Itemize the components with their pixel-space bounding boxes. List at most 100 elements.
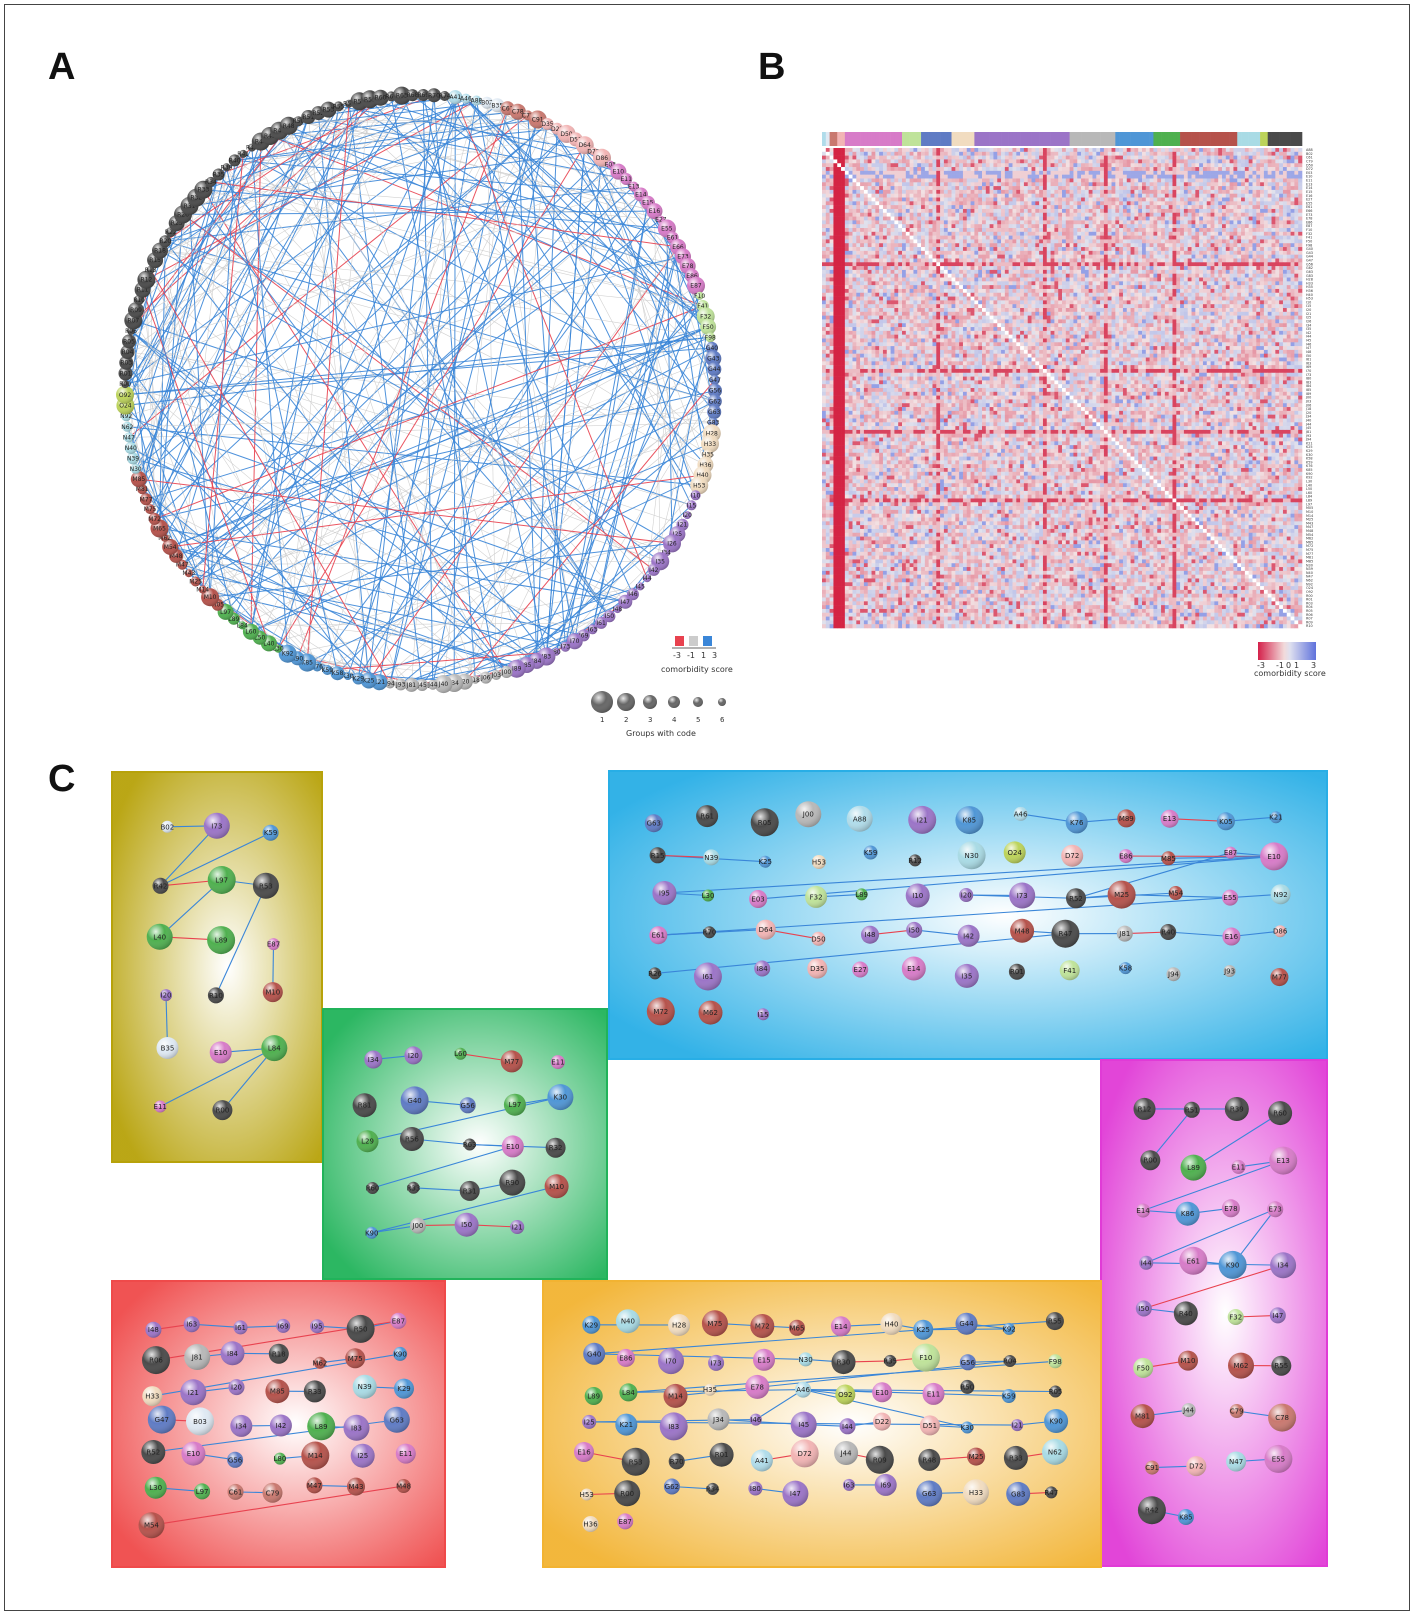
cluster-node-label: I50: [1138, 1305, 1149, 1313]
network-node-label: I44: [642, 575, 652, 582]
heatmap-col-group: [1138, 132, 1143, 146]
cluster-node: I84: [220, 1341, 245, 1366]
cluster-node-label: K05: [1219, 818, 1233, 826]
cluster-node: G63: [916, 1480, 943, 1507]
cluster-node: I34: [230, 1414, 253, 1437]
cluster-node-label: J44: [1182, 1407, 1195, 1415]
cluster-node: C79: [1229, 1404, 1244, 1418]
heatmap-col-group: [924, 132, 929, 146]
cluster-node-label: D72: [798, 1450, 812, 1458]
network-node-label: M05: [211, 602, 224, 609]
network-node: I45: [635, 582, 645, 591]
network-edge: [159, 250, 703, 307]
network-node-label: R39: [221, 164, 233, 171]
network-node: G63: [707, 405, 722, 419]
network-node-label: K92: [282, 651, 294, 658]
network-node-label: H28: [706, 430, 718, 437]
network-node-label: R53: [322, 107, 334, 114]
network-node-label: I15: [687, 502, 697, 509]
heatmap-col-group: [1001, 132, 1006, 146]
cluster-node-label: K59: [264, 829, 278, 837]
network-node: R34: [205, 176, 217, 187]
heatmap-col-group: [1222, 132, 1227, 146]
cluster-node-label: G56: [461, 1102, 476, 1110]
network-node-label: R51: [302, 114, 314, 121]
cluster-node-label: M10: [1181, 1357, 1196, 1365]
cluster-node: R26: [648, 967, 662, 980]
network-edge: [412, 94, 709, 328]
cluster-node-label: M43: [349, 1483, 364, 1491]
cluster-node: A88: [846, 805, 873, 832]
cluster-node: D22: [873, 1412, 891, 1431]
network-node-label: R57: [353, 98, 365, 105]
cluster-node: R31: [459, 1180, 480, 1201]
cluster-node-label: N39: [704, 854, 718, 862]
cluster-node: F32: [805, 885, 828, 908]
network-node-label: G62: [709, 398, 721, 405]
network-node-label: M14: [196, 587, 209, 594]
heatmap-col-group: [1187, 132, 1192, 146]
heatmap-col-group: [841, 132, 846, 146]
cluster-node-label: E87: [1224, 849, 1237, 857]
network-node-label: J06: [480, 675, 491, 682]
network-node-label: J93: [395, 681, 406, 688]
heatmap-col-group: [1031, 132, 1036, 146]
heatmap-col-group: [1244, 132, 1249, 146]
heatmap-col-group: [1100, 132, 1105, 146]
cluster-node-label: M48: [396, 1483, 411, 1491]
network-node-label: H40: [696, 472, 708, 479]
network-node-label: E27: [655, 217, 667, 224]
legend-score-tick: -1: [687, 651, 695, 660]
cluster-node: M81: [1130, 1404, 1155, 1429]
heatmap-col-group: [844, 132, 849, 146]
network-node: D86: [593, 148, 611, 167]
size-legend-item: 2: [617, 693, 635, 724]
network-node: R55: [333, 101, 345, 112]
cluster-node-label: L29: [361, 1138, 374, 1146]
heatmap-col-group: [1023, 132, 1029, 146]
heatmap-col-group: [1206, 132, 1211, 146]
network-node-label: I20: [682, 512, 692, 519]
cluster-box: K29 N40 H28 M75 M72 M65 E14 H40 K25 G44 K92 R55 G40 E…: [542, 1280, 1102, 1568]
network-node-label: K29: [353, 676, 365, 683]
cluster-box: I48 I63 I61 I69 I95 R50 E87 R06 J81 I84 R18 M62 M75 K…: [111, 1280, 446, 1568]
network-edge: [218, 94, 435, 175]
cluster-node: M75: [345, 1348, 366, 1369]
heatmap-col-group: [886, 132, 891, 146]
heatmap-col-group: [1035, 132, 1040, 146]
network-node: I42: [647, 563, 660, 576]
cluster-node-label: I63: [844, 1481, 855, 1489]
heatmap-col-group: [959, 132, 964, 146]
cluster-node: K86: [1175, 1201, 1200, 1226]
cluster-node-label: F50: [1137, 1364, 1150, 1372]
network-node-label: E03: [605, 162, 617, 169]
cluster-node: N62: [1042, 1438, 1068, 1465]
network-edge: [127, 351, 626, 603]
network-node-label: I48: [613, 606, 623, 613]
cluster-node-label: L89: [855, 891, 868, 899]
legend-score-title: comorbidity score: [661, 665, 733, 674]
network-node: J06: [479, 671, 492, 684]
cluster-node: A41: [750, 1449, 773, 1472]
network-node: M10: [201, 588, 220, 607]
cluster-node: K29: [394, 1378, 414, 1399]
network-node: J03: [490, 670, 502, 680]
cluster-node: M72: [646, 997, 675, 1026]
network-node: I26: [663, 534, 681, 553]
cluster-node-label: G63: [390, 1416, 404, 1424]
cluster-node-label: O92: [838, 1391, 852, 1399]
network-edge: [338, 106, 528, 666]
network-edge: [279, 130, 673, 239]
network-node-label: L50: [254, 635, 265, 642]
network-node-label: A88: [471, 98, 483, 105]
cluster-node-label: I70: [666, 1358, 677, 1366]
network-edge: [592, 151, 711, 444]
network-node-label: C61: [502, 105, 514, 112]
heatmap-col-group: [1126, 132, 1131, 146]
cluster-node: G63: [644, 814, 663, 833]
cluster-node-label: I35: [961, 972, 972, 980]
cluster-node-label: J44: [840, 1450, 853, 1458]
cluster-node: K76: [1065, 811, 1088, 834]
cluster-node-label: L84: [268, 1045, 281, 1053]
network-edge: [368, 95, 435, 681]
